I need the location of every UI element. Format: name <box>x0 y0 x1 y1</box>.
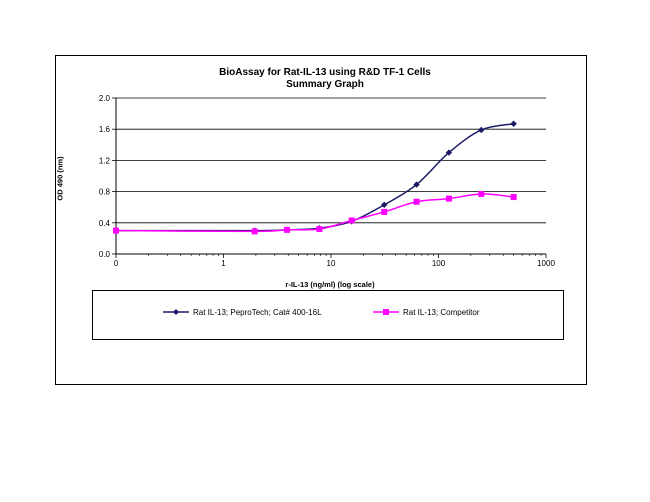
legend: Rat IL-13; PeproTech; Cat# 400-16L Rat I… <box>92 290 564 340</box>
data-point-peprotech <box>510 120 517 127</box>
legend-marker-peprotech <box>163 309 189 315</box>
data-point-competitor <box>348 217 355 224</box>
data-point-competitor <box>478 190 485 197</box>
data-point-competitor <box>113 227 119 234</box>
x-axis-label: r-IL-13 (ng/ml) (log scale) <box>285 280 375 289</box>
legend-label-peprotech: Rat IL-13; PeproTech; Cat# 400-16L <box>193 307 322 317</box>
legend-item-peprotech: Rat IL-13; PeproTech; Cat# 400-16L <box>163 307 322 317</box>
legend-item-competitor: Rat IL-13; Competitor <box>373 307 479 317</box>
data-point-peprotech <box>380 201 388 209</box>
data-point-competitor <box>510 194 517 201</box>
legend-marker-competitor <box>373 309 399 315</box>
legend-label-competitor: Rat IL-13; Competitor <box>403 307 480 317</box>
data-point-competitor <box>284 226 291 233</box>
y-tick-label: 1.6 <box>99 125 111 134</box>
data-point-competitor <box>413 198 420 205</box>
x-tick-label: 1000 <box>537 259 555 268</box>
x-tick-label: 10 <box>327 259 336 268</box>
chart-subtitle: Summary Graph <box>286 79 364 90</box>
data-point-competitor <box>445 195 452 202</box>
x-tick-label: 100 <box>432 259 446 268</box>
y-tick-label: 0.4 <box>99 219 111 228</box>
data-point-competitor <box>251 228 258 235</box>
data-point-peprotech <box>445 149 453 156</box>
x-tick-label: 1 <box>221 259 226 268</box>
data-point-peprotech <box>413 181 420 188</box>
series-line-competitor <box>115 193 514 233</box>
x-tick-label: 0 <box>114 259 119 268</box>
y-tick-label: 0.8 <box>99 188 111 197</box>
y-tick-label: 0.0 <box>99 250 111 259</box>
data-point-peprotech <box>478 126 485 134</box>
series-line-peprotech <box>115 123 514 232</box>
y-tick-label: 1.2 <box>99 156 111 165</box>
y-tick-label: 2.0 <box>99 94 111 103</box>
y-axis-label: OD 490 (nm) <box>55 156 65 201</box>
data-point-competitor <box>381 208 388 215</box>
data-point-competitor <box>316 226 323 233</box>
chart-title: BioAssay for Rat-IL-13 using R&D TF-1 Ce… <box>219 67 431 78</box>
